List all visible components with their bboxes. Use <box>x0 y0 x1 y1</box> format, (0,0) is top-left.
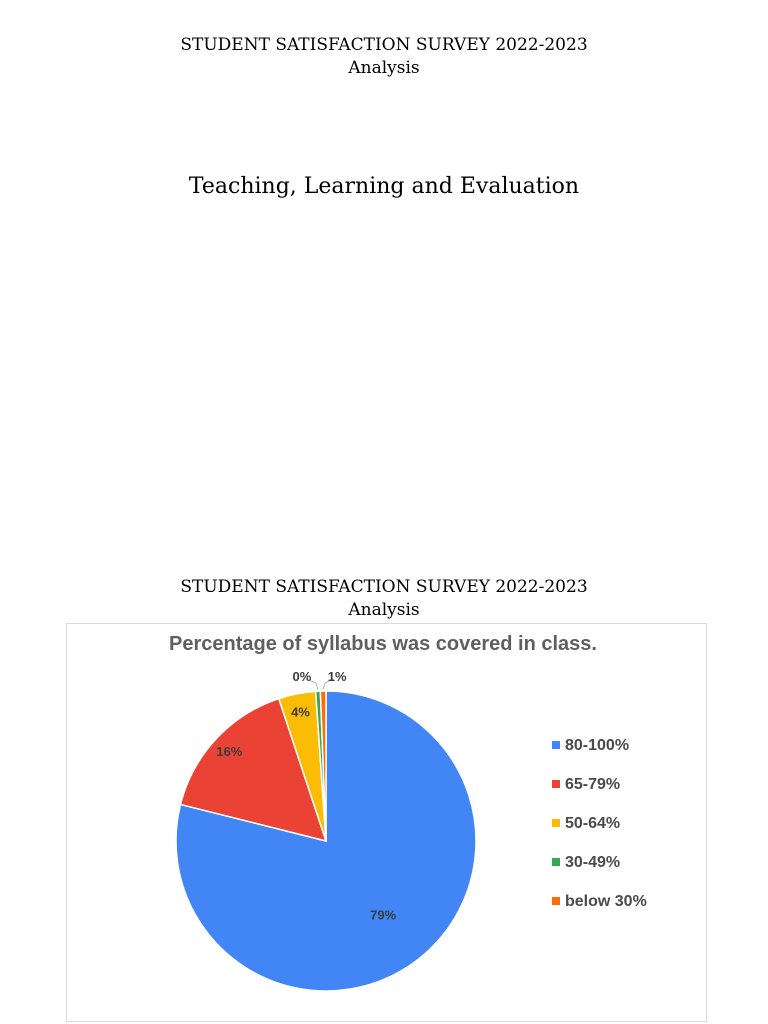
slice-value-label: 0% <box>292 669 311 684</box>
slice-value-label: 1% <box>328 669 347 684</box>
slice-value-label: 4% <box>291 704 310 719</box>
pie-slice-below-30 <box>319 690 327 842</box>
leader-line <box>322 678 334 690</box>
legend-item: 65-79% <box>552 776 620 793</box>
second-page-header: STUDENT SATISFACTION SURVEY 2022-2023 An… <box>0 576 768 622</box>
legend-item: 30-49% <box>552 854 620 871</box>
legend-label: below 30% <box>565 893 647 910</box>
legend-item: 80-100% <box>552 737 629 754</box>
section-title: Teaching, Learning and Evaluation <box>188 174 580 199</box>
legend-item: 50-64% <box>552 815 620 832</box>
survey-title-repeat: STUDENT SATISFACTION SURVEY 2022-2023 <box>180 577 588 597</box>
pie-chart-frame: Percentage of syllabus was covered in cl… <box>66 623 707 1022</box>
page-header: STUDENT SATISFACTION SURVEY 2022-2023 An… <box>0 34 768 80</box>
legend-label: 65-79% <box>565 776 620 793</box>
pie-chart: Percentage of syllabus was covered in cl… <box>169 633 647 992</box>
legend-label: 30-49% <box>565 854 620 871</box>
survey-title: STUDENT SATISFACTION SURVEY 2022-2023 <box>180 35 588 55</box>
legend-item: below 30% <box>552 893 647 910</box>
survey-subtitle-repeat: Analysis <box>348 600 420 620</box>
legend-label: 50-64% <box>565 815 620 832</box>
legend-swatch <box>552 897 560 905</box>
survey-subtitle: Analysis <box>348 58 420 78</box>
pie-slice-65-79 <box>179 697 328 843</box>
slice-value-label: 79% <box>370 907 396 922</box>
legend-swatch <box>552 741 560 749</box>
legend-swatch <box>552 858 560 866</box>
legend-swatch <box>552 780 560 788</box>
chart-title: Percentage of syllabus was covered in cl… <box>169 633 597 655</box>
legend-swatch <box>552 819 560 827</box>
leader-line <box>305 678 319 690</box>
slice-value-label: 16% <box>216 744 242 759</box>
legend-label: 80-100% <box>565 737 629 754</box>
